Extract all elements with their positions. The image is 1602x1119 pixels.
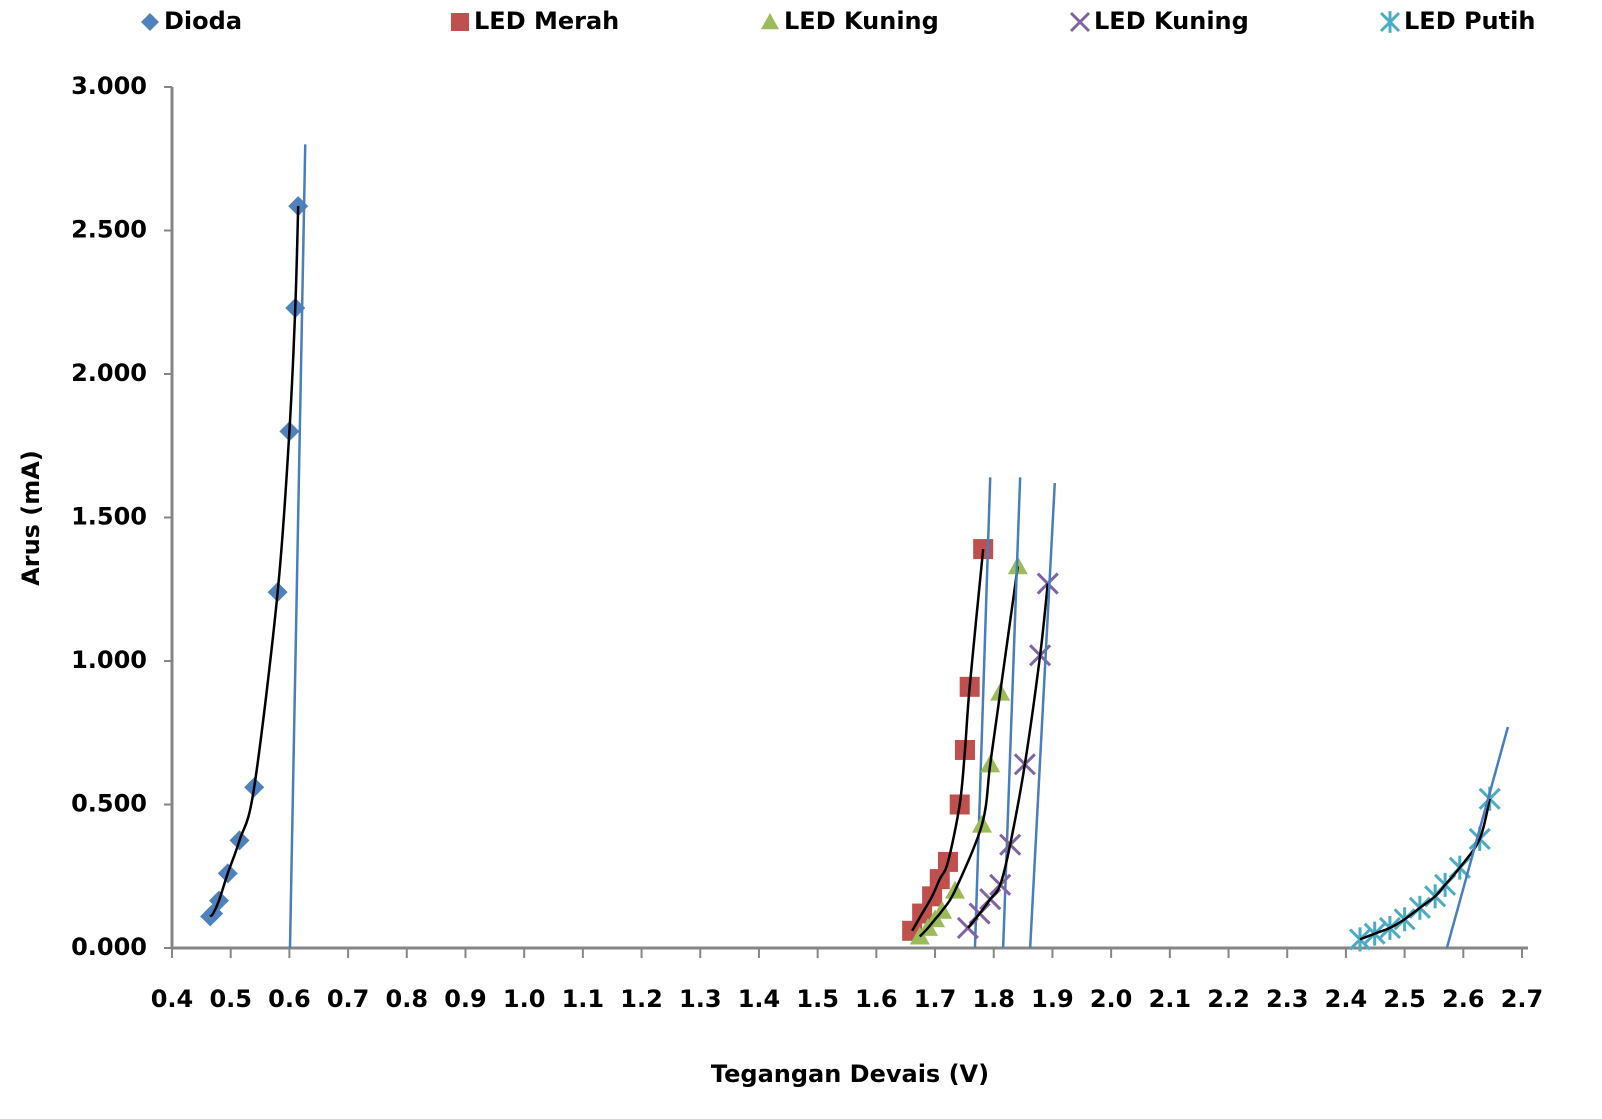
x-tick-label: 2.4 — [1325, 985, 1368, 1013]
tangent-line — [1445, 726, 1510, 949]
x-tick-label: 1.5 — [796, 985, 839, 1013]
marker — [451, 13, 469, 31]
x-tick-label: 2.5 — [1383, 985, 1426, 1013]
tangent-line — [1001, 477, 1022, 949]
trend-line — [209, 206, 300, 918]
x-tick-label: 1.4 — [738, 985, 781, 1013]
legend-label: LED Kuning — [784, 7, 939, 35]
legend-item: LED Merah — [451, 7, 619, 35]
x-tick-label: 2.6 — [1442, 985, 1485, 1013]
x-tick-label: 2.2 — [1207, 985, 1250, 1013]
tangent-line — [288, 144, 307, 949]
x-tick-label: 2.1 — [1149, 985, 1192, 1013]
legend-item: Dioda — [141, 7, 242, 35]
x-axis-title: Tegangan Devais (V) — [711, 1060, 989, 1088]
x-tick-label: 0.7 — [327, 985, 370, 1013]
y-axis-title: Arus (mA) — [17, 450, 45, 586]
y-tick-label: 0.000 — [71, 933, 147, 961]
x-tick-label: 1.6 — [855, 985, 898, 1013]
marker — [761, 13, 779, 30]
x-tick-label: 2.3 — [1266, 985, 1309, 1013]
x-tick-label: 0.9 — [444, 985, 487, 1013]
x-tick-label: 1.9 — [1031, 985, 1074, 1013]
trend-line — [911, 548, 985, 932]
legend-label: LED Kuning — [1094, 7, 1249, 35]
legend-item: LED Kuning — [761, 7, 939, 35]
x-tick-label: 1.7 — [914, 985, 957, 1013]
x-tick-label: 0.5 — [209, 985, 252, 1013]
y-tick-label: 2.000 — [71, 359, 147, 387]
y-tick-label: 2.500 — [71, 216, 147, 244]
legend-label: Dioda — [164, 7, 242, 35]
trend-line — [1359, 798, 1491, 941]
marker — [1379, 11, 1401, 33]
x-tick-label: 2.7 — [1501, 985, 1544, 1013]
x-tick-label: 1.2 — [620, 985, 663, 1013]
x-tick-label: 0.6 — [268, 985, 311, 1013]
marker — [1069, 11, 1091, 33]
trend-line — [918, 566, 1020, 938]
legend-label: LED Putih — [1404, 7, 1535, 35]
legend-label: LED Merah — [474, 7, 619, 35]
x-tick-label: 2.0 — [1090, 985, 1133, 1013]
trend-line — [966, 583, 1049, 929]
y-tick-label: 0.500 — [71, 790, 147, 818]
legend-item: LED Putih — [1379, 7, 1535, 35]
x-tick-label: 1.8 — [972, 985, 1015, 1013]
x-tick-label: 1.3 — [679, 985, 722, 1013]
x-tick-label: 0.4 — [151, 985, 194, 1013]
x-tick-label: 1.0 — [503, 985, 546, 1013]
tangent-line — [1028, 482, 1057, 949]
legend-item: LED Kuning — [1069, 7, 1249, 35]
marker — [141, 13, 159, 31]
x-tick-label: 0.8 — [386, 985, 429, 1013]
y-tick-label: 1.500 — [71, 503, 147, 531]
tangent-line — [973, 477, 992, 949]
y-tick-label: 3.000 — [71, 72, 147, 100]
y-tick-label: 1.000 — [71, 646, 147, 674]
x-tick-label: 1.1 — [562, 985, 605, 1013]
